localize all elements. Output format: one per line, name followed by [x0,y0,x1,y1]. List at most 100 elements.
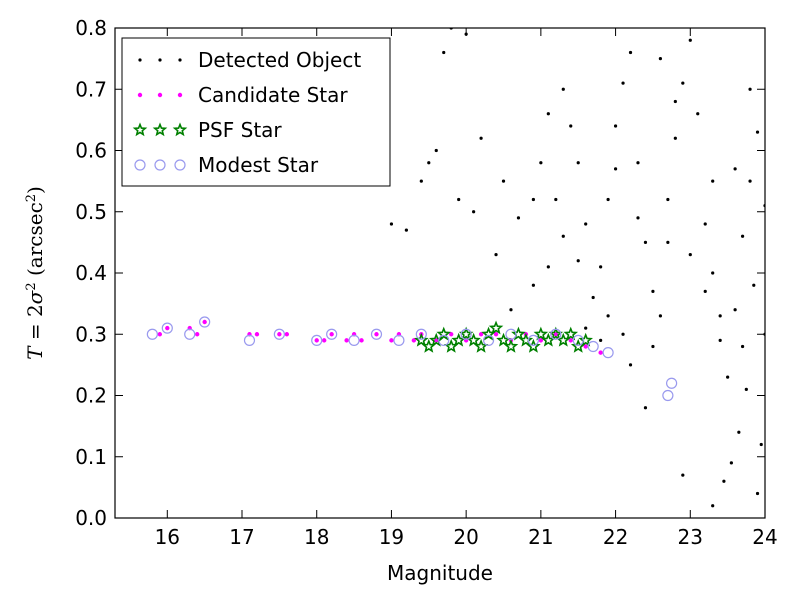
point-detected-object [494,253,498,257]
legend-label-candidate-star: Candidate Star [198,83,348,107]
point-candidate-star [597,349,604,356]
point-detected-object [722,479,726,483]
point-detected-object [711,179,715,183]
point-candidate-star [478,331,485,338]
point-detected-object [740,344,745,349]
point-detected-object [442,50,446,55]
point-detected-object [427,161,431,165]
point-detected-object [621,81,625,85]
legend-entry-psf-star: PSF Star [132,118,282,142]
point-detected-object [666,240,670,244]
point-detected-object [733,167,737,171]
point-psf-star [533,326,549,341]
point-detected-object [718,314,722,318]
point-candidate-star [156,331,163,338]
point-candidate-star [343,337,350,344]
point-candidate-star [201,318,208,325]
legend-label-psf-star: PSF Star [198,118,282,142]
y-axis-label-part: = 2 [23,304,47,346]
point-detected-object [606,197,610,202]
point-detected-object [703,222,707,226]
point-psf-star [548,326,564,341]
y-tick-label: 0.3 [75,322,107,346]
point-psf-star [458,326,474,341]
point-detected-object [509,308,513,312]
point-detected-object [516,216,521,220]
point-modest-star [273,328,285,340]
x-tick-label: 23 [678,525,703,549]
y-tick-label: 0.5 [75,200,107,224]
point-detected-object [434,148,438,153]
point-psf-star [526,338,541,353]
point-detected-object [681,473,685,477]
point-detected-object [729,461,733,465]
point-detected-object [576,161,580,165]
point-detected-object [584,326,588,330]
x-tick-label: 16 [155,525,180,549]
point-detected-object [599,338,603,342]
series-modest-star [146,316,678,402]
legend-label-detected-object: Detected Object [198,48,361,72]
point-candidate-star [313,337,320,344]
y-tick-label: 0.8 [75,16,107,40]
point-psf-star [436,326,452,341]
point-detected-object [479,136,483,140]
point-detected-object [651,289,655,293]
point-psf-star [503,338,519,353]
point-detected-object [696,112,700,116]
point-psf-star [511,326,526,341]
legend-marker-modest-star [154,159,166,171]
point-detected-object [584,222,588,226]
point-detected-object [688,38,692,42]
point-modest-star [438,334,450,346]
point-detected-object [621,332,625,336]
y-tick-label: 0.2 [75,384,107,408]
legend-marker-detected-object [158,58,162,62]
point-detected-object [546,112,550,116]
legend-marker-psf-star [152,122,168,137]
point-detected-object [643,240,648,244]
y-axis-label: T = 2σ2 (arcsec2) [23,186,47,360]
y-axis-label-part: T [23,345,47,360]
point-detected-object [554,197,558,202]
point-detected-object [755,491,760,496]
point-candidate-star [448,331,455,338]
point-detected-object [748,179,752,183]
point-detected-object [643,406,648,410]
point-detected-object [748,87,752,91]
x-tick-label: 19 [379,525,404,549]
point-modest-star [666,377,678,389]
point-detected-object [501,179,506,183]
point-detected-object [726,375,730,379]
point-candidate-star [164,325,171,332]
point-modest-star [482,334,495,346]
point-detected-object [681,81,685,85]
legend-entry-detected-object: Detected Object [138,48,361,72]
y-tick-label: 0.7 [75,77,107,101]
y-axis-label-part: σ [23,289,47,304]
point-modest-star [146,328,158,340]
x-tick-label: 21 [528,525,553,549]
point-detected-object [389,222,394,226]
point-detected-object [688,253,692,257]
point-candidate-star [194,331,201,338]
point-psf-star [466,332,481,347]
x-tick-label: 20 [453,525,478,549]
point-detected-object [658,314,663,318]
point-detected-object [539,161,543,165]
y-tick-label: 0.0 [75,506,107,530]
point-psf-star [488,320,504,335]
point-detected-object [404,228,408,232]
legend-marker-psf-star [132,122,148,137]
legend-marker-candidate-star [176,92,183,99]
legend-entry-candidate-star: Candidate Star [136,83,348,107]
point-detected-object [628,363,633,367]
legend-box [121,37,391,187]
point-psf-star [578,332,593,347]
point-modest-star [527,334,539,346]
point-candidate-star [328,331,335,338]
point-candidate-star [493,331,500,338]
point-detected-object [628,50,633,55]
point-detected-object [658,57,663,61]
